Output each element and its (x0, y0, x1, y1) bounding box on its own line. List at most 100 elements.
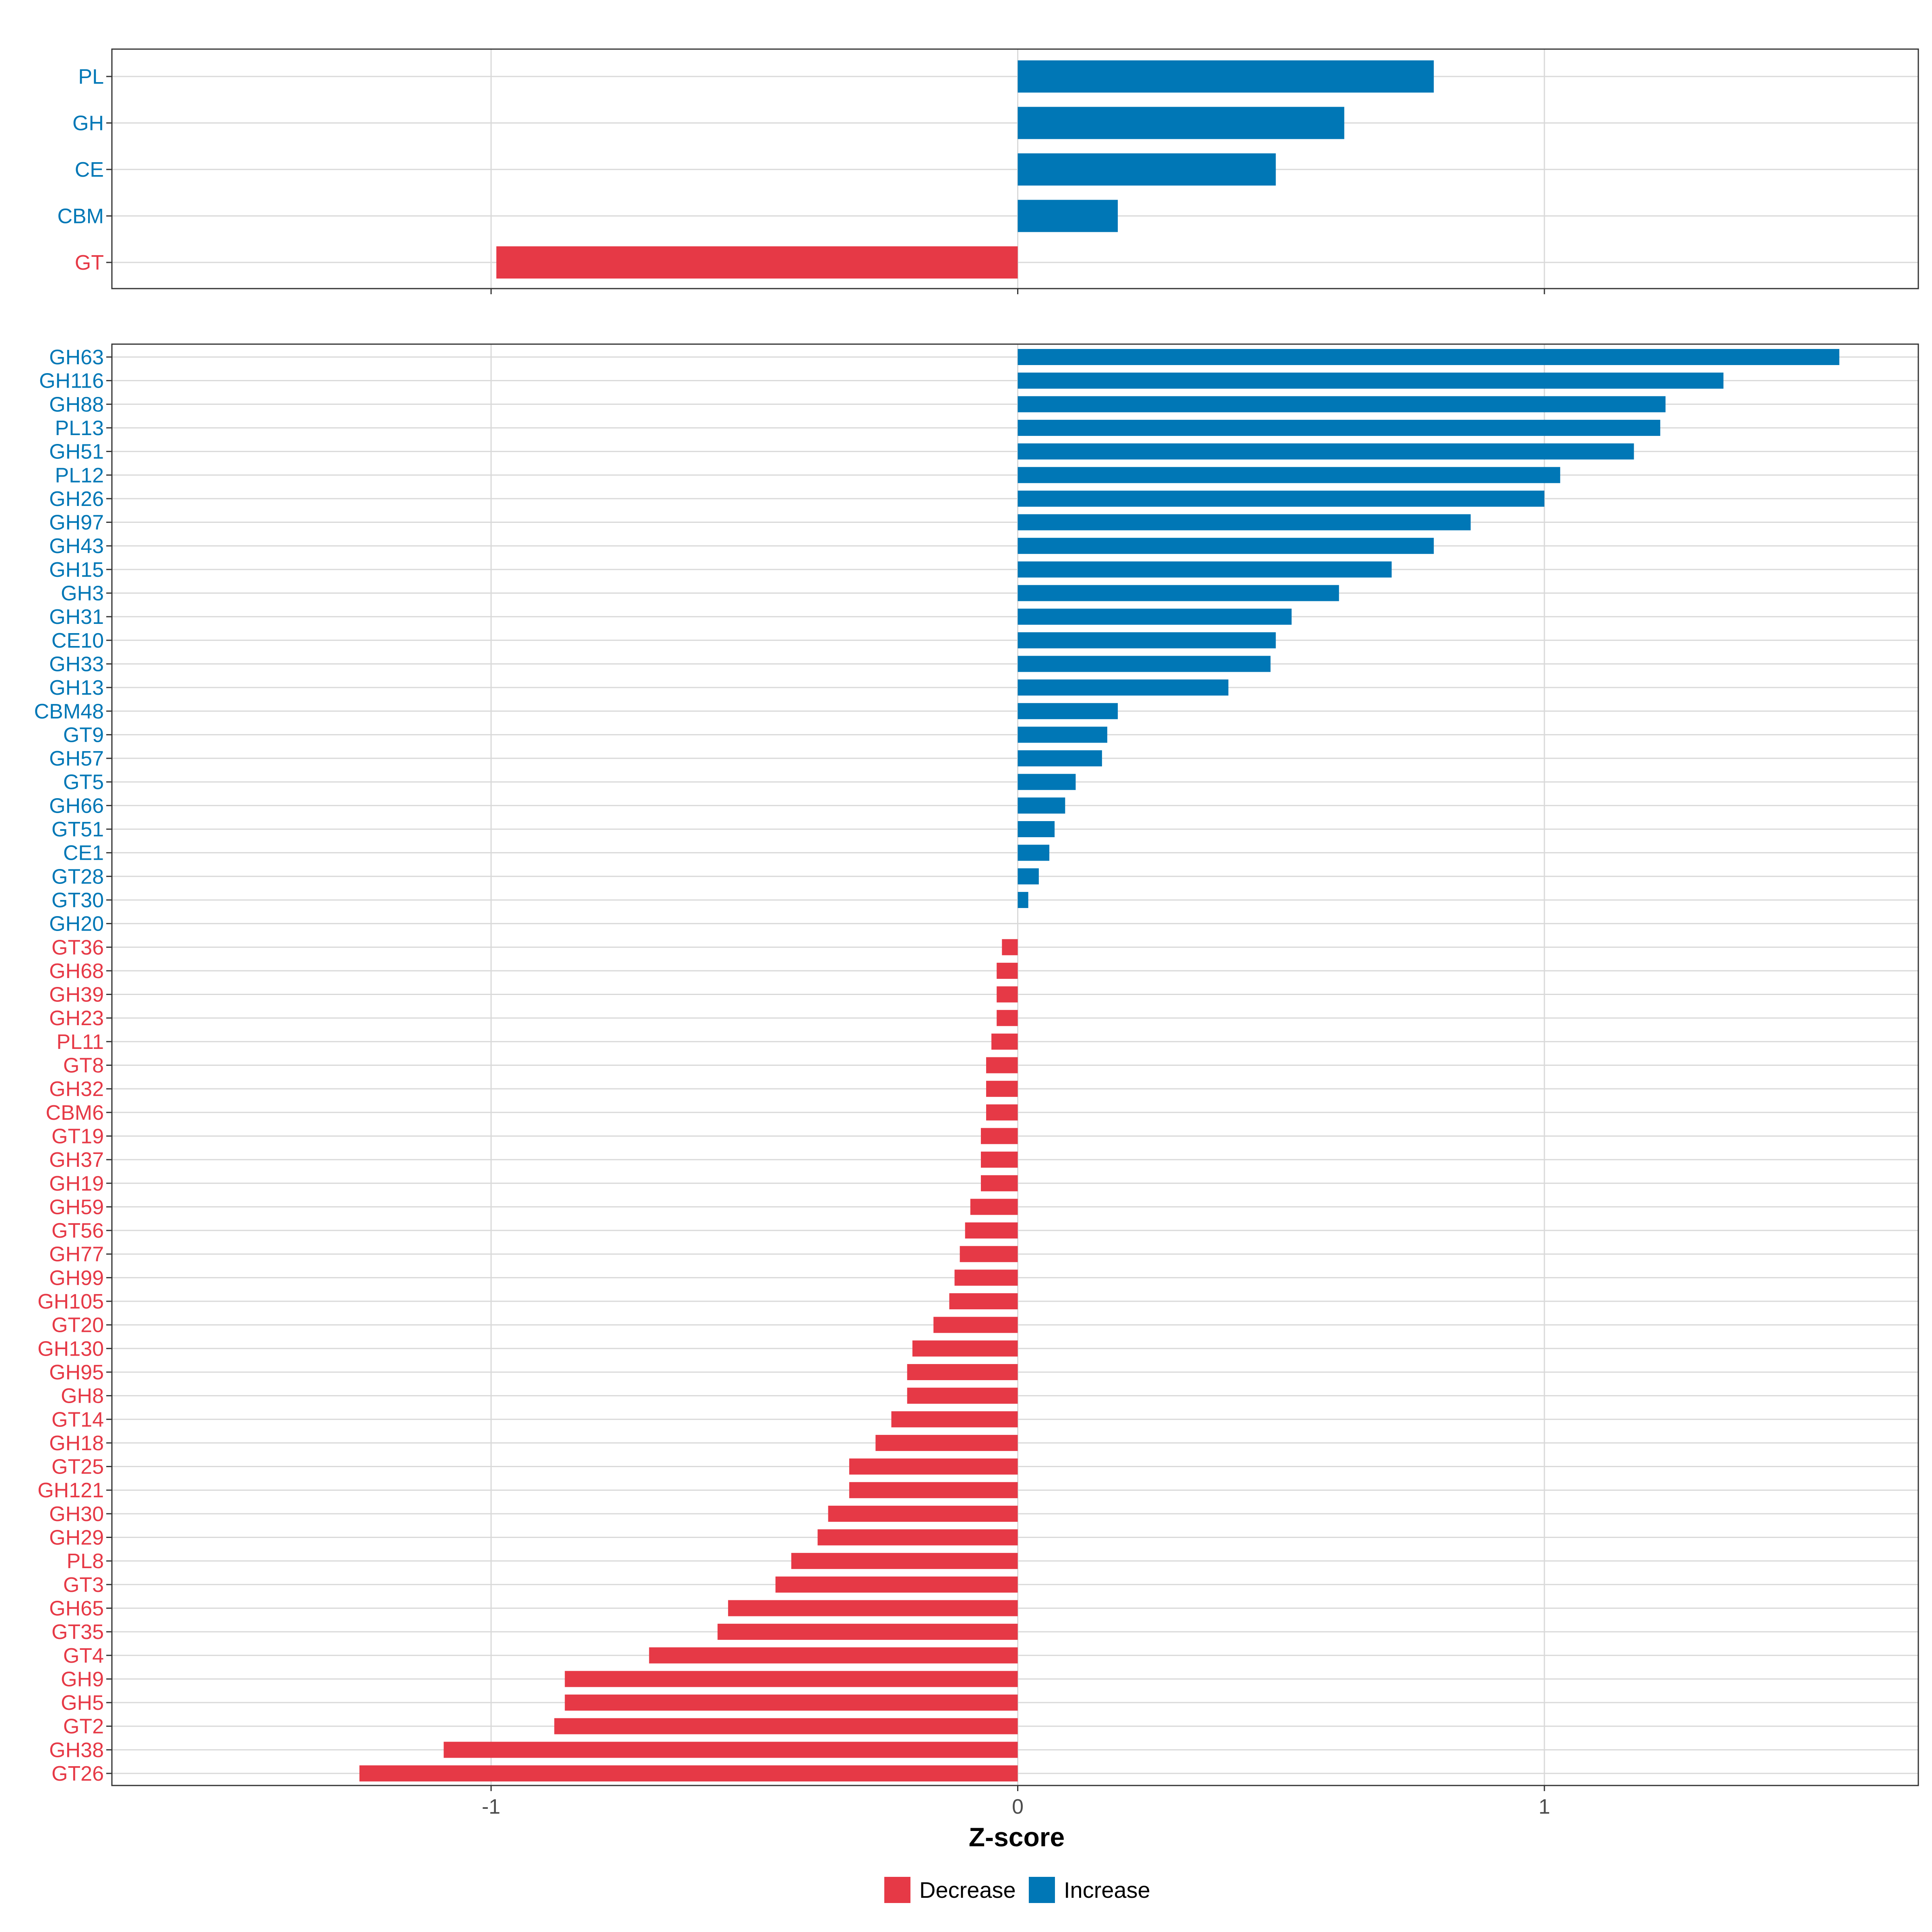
bar-gh63 (1018, 349, 1839, 365)
x-axis-title: Z-score (969, 1822, 1065, 1852)
y-tick-label-gh30: GH30 (49, 1503, 104, 1526)
y-tick-label-gh15: GH15 (49, 558, 104, 582)
y-tick-label-gt51: GT51 (52, 818, 104, 841)
bar-gt19 (980, 1128, 1018, 1144)
legend-label-decrease: Decrease (919, 1877, 1016, 1903)
y-tick-label-gh31: GH31 (49, 605, 104, 629)
y-tick-label-gh20: GH20 (49, 912, 104, 936)
bar-gh65 (728, 1600, 1018, 1616)
y-tick-label-gt36: GT36 (52, 936, 104, 959)
y-tick-label-gt5: GT5 (63, 771, 104, 794)
y-tick-label-pl12: PL12 (55, 464, 104, 487)
bar-gh31 (1018, 609, 1292, 625)
bar-cbm6 (986, 1104, 1018, 1121)
y-tick-label-gt8: GT8 (63, 1054, 104, 1077)
bar-gh66 (1018, 797, 1065, 814)
y-tick-label-gh77: GH77 (49, 1243, 104, 1266)
bar-gh19 (980, 1175, 1018, 1191)
y-tick-label-gh8: GH8 (61, 1385, 104, 1408)
bar-gt (496, 246, 1018, 279)
bar-gh26 (1018, 490, 1544, 507)
y-tick-label-gh32: GH32 (49, 1077, 104, 1101)
bar-ce (1018, 153, 1276, 186)
bar-gt20 (933, 1317, 1018, 1333)
bar-gh68 (997, 962, 1018, 979)
bar-pl (1018, 60, 1434, 93)
y-tick-label-gt25: GT25 (52, 1455, 104, 1479)
legend-key-increase (1029, 1877, 1055, 1903)
x-tick-label: -1 (482, 1795, 500, 1818)
y-tick-label-gt: GT (75, 251, 104, 275)
x-tick-label: 1 (1539, 1795, 1550, 1818)
bar-gh121 (849, 1482, 1018, 1499)
bar-gt51 (1018, 821, 1055, 837)
bar-pl12 (1018, 467, 1560, 483)
legend-label-increase: Increase (1064, 1877, 1150, 1903)
bar-gt4 (649, 1647, 1018, 1664)
bar-gh30 (828, 1505, 1018, 1522)
y-tick-label-gt9: GT9 (63, 723, 104, 747)
bar-gt28 (1018, 868, 1039, 885)
y-tick-label-gt30: GT30 (52, 889, 104, 912)
bar-gt56 (965, 1222, 1018, 1239)
bar-gh32 (986, 1081, 1018, 1097)
y-tick-label-cbm48: CBM48 (34, 700, 104, 723)
y-tick-label-pl: PL (78, 65, 104, 89)
bar-gh33 (1018, 656, 1271, 672)
bar-gt14 (891, 1411, 1018, 1428)
bar-gh99 (954, 1269, 1018, 1286)
y-tick-label-gh26: GH26 (49, 487, 104, 511)
bar-gh43 (1018, 538, 1434, 554)
y-tick-label-pl8: PL8 (66, 1550, 104, 1573)
legend: Decrease Increase (884, 1877, 1150, 1903)
y-tick-label-gh51: GH51 (49, 440, 104, 464)
bar-gh57 (1018, 750, 1102, 767)
bar-gt36 (1002, 939, 1018, 956)
y-tick-label-gt3: GT3 (63, 1573, 104, 1597)
y-tick-label-ce: CE (75, 158, 104, 182)
bar-gh15 (1018, 561, 1392, 578)
bar-cbm48 (1018, 703, 1118, 719)
bar-gt26 (359, 1765, 1018, 1781)
bar-gh18 (875, 1435, 1018, 1451)
bar-gt2 (554, 1718, 1018, 1734)
y-tick-label-gt2: GT2 (63, 1715, 104, 1738)
bar-gh13 (1018, 679, 1228, 696)
y-tick-label-gt28: GT28 (52, 865, 104, 888)
y-tick-label-pl13: PL13 (55, 417, 104, 440)
y-tick-label-gt56: GT56 (52, 1219, 104, 1243)
y-tick-label-gh116: GH116 (39, 369, 104, 393)
y-tick-label-gh121: GH121 (37, 1479, 104, 1502)
y-tick-label-ce1: CE1 (63, 842, 104, 865)
y-tick-label-gt20: GT20 (52, 1314, 104, 1337)
y-tick-label-gh59: GH59 (49, 1195, 104, 1219)
y-tick-label-gt26: GT26 (52, 1762, 104, 1785)
y-tick-label-gt4: GT4 (63, 1644, 104, 1668)
bar-gh29 (817, 1529, 1018, 1546)
bar-gt8 (986, 1057, 1018, 1073)
bar-ce10 (1018, 632, 1276, 648)
y-tick-label-gh39: GH39 (49, 983, 104, 1007)
bar-gh130 (912, 1340, 1018, 1357)
bar-cbm (1018, 200, 1118, 232)
y-tick-label-gh3: GH3 (61, 582, 104, 605)
bar-gh8 (907, 1387, 1018, 1404)
top-panel: PL GH CE CBM GT (57, 48, 1919, 294)
y-tick-label-gh5: GH5 (61, 1691, 104, 1715)
bar-gh116 (1018, 372, 1724, 389)
y-tick-label-gt19: GT19 (52, 1125, 104, 1148)
y-tick-label-gh97: GH97 (49, 511, 104, 535)
bar-gh38 (444, 1742, 1018, 1758)
y-tick-label-gh63: GH63 (49, 346, 104, 369)
bar-gh5 (565, 1695, 1018, 1711)
y-tick-label-gh38: GH38 (49, 1738, 104, 1762)
bar-pl8 (791, 1553, 1018, 1569)
y-tick-label-gh29: GH29 (49, 1526, 104, 1550)
y-tick-label-gh43: GH43 (49, 535, 104, 558)
bar-gh3 (1018, 585, 1339, 601)
y-tick-label-gh99: GH99 (49, 1266, 104, 1290)
y-tick-label-gt35: GT35 (52, 1620, 104, 1644)
bar-gh97 (1018, 514, 1471, 530)
y-tick-label-ce10: CE10 (52, 629, 104, 652)
